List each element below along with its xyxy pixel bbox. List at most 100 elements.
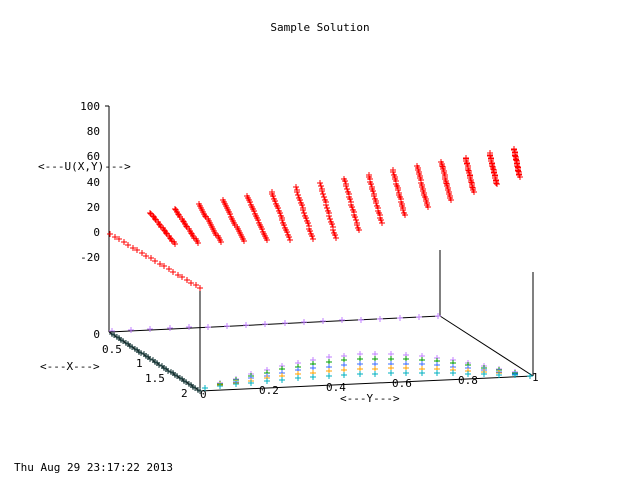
surface-point: [448, 197, 454, 203]
surface-point: [319, 188, 325, 194]
surface-point: [353, 217, 359, 223]
surface-point: [175, 272, 181, 278]
base-trace-point: [156, 362, 162, 368]
surface-point: [294, 189, 300, 195]
surface-point: [439, 163, 445, 169]
surface-point: [247, 199, 253, 205]
base-trace-point: [397, 315, 403, 321]
surface-point: [152, 258, 158, 264]
surface-point: [277, 210, 283, 216]
surface-point: [121, 239, 127, 245]
surface-point: [354, 222, 360, 228]
surface-point: [352, 214, 358, 220]
base-trace-point: [326, 373, 332, 379]
y-tick-label: 0: [200, 388, 207, 401]
base-trace-point: [224, 323, 230, 329]
base-trace-point: [147, 326, 153, 332]
base-trace-point: [416, 314, 422, 320]
y-tick-label: 0.6: [392, 377, 412, 390]
base-trace-point: [279, 377, 285, 383]
base-trace-point: [264, 378, 270, 384]
z-tick-label: 100: [80, 100, 100, 113]
surface-point: [166, 266, 172, 272]
surface-point: [287, 237, 293, 243]
surface-point: [170, 269, 176, 275]
surface-point: [307, 228, 313, 234]
surface-point: [395, 187, 401, 193]
surface-point: [143, 253, 149, 259]
base-trace-point: [465, 371, 471, 377]
base-trace-point: [496, 372, 502, 378]
base-trace-point: [262, 321, 268, 327]
surface-point: [195, 240, 201, 246]
surface-point: [301, 210, 307, 216]
surface-point: [112, 234, 118, 240]
surface-point: [134, 247, 140, 253]
floor-back-left: [108, 315, 441, 333]
base-trace-point: [167, 325, 173, 331]
base-trace-point: [341, 372, 347, 378]
surface-point: [125, 242, 131, 248]
surface-point: [425, 204, 431, 210]
surface-point: [264, 237, 270, 243]
surface-point: [371, 193, 377, 199]
x-tick-label: 0.5: [102, 343, 122, 356]
base-trace-point: [434, 370, 440, 376]
surface-point: [489, 163, 495, 169]
base-trace-point: [435, 313, 441, 319]
surface-point: [197, 285, 203, 291]
surface-point: [309, 233, 315, 239]
surface-point: [332, 232, 338, 238]
surface-point: [130, 245, 136, 251]
surface-point: [344, 186, 350, 192]
base-trace-point: [403, 370, 409, 376]
x-axis: 0.5 1 1.5 2 <---X--->: [40, 343, 188, 400]
z-axis-label: <---U(X,Y)--->: [38, 160, 131, 173]
surface-point: [139, 250, 145, 256]
base-trace-point: [186, 324, 192, 330]
surface-point: [255, 217, 261, 223]
surface-point: [147, 210, 153, 216]
surface-point: [342, 178, 348, 184]
base-trace-point: [320, 318, 326, 324]
base-trace-point: [197, 388, 203, 394]
surface-point: [179, 274, 185, 280]
base-trace-point: [481, 371, 487, 377]
surface-point: [284, 229, 290, 235]
base-trace-point: [128, 327, 134, 333]
surface-point: [310, 236, 316, 242]
axes-frame: [105, 105, 534, 392]
surface-point: [193, 282, 199, 288]
z-tick-label: 60: [87, 150, 100, 163]
surface-point: [227, 211, 233, 217]
x-tick-label: 1: [136, 357, 143, 370]
surface-point: [184, 277, 190, 283]
surface-point: [202, 213, 208, 219]
chart-title: Sample Solution: [270, 21, 369, 34]
surface-point: [373, 200, 379, 206]
surface-point: [116, 236, 122, 242]
surface-point: [343, 183, 349, 189]
surface-point: [188, 280, 194, 286]
z-base-tick-label: 0: [93, 328, 100, 341]
surface-point: [356, 227, 362, 233]
floor-front-right: [199, 375, 534, 392]
base-trace-point: [357, 371, 363, 377]
base-trace-point: [147, 356, 153, 362]
surface-point: [183, 223, 189, 229]
base-trace-point: [339, 317, 345, 323]
surface-point: [493, 180, 499, 186]
y-axis-label: <---Y--->: [340, 392, 400, 405]
surface-point: [368, 181, 374, 187]
surface-point: [330, 227, 336, 233]
surface-point: [379, 220, 385, 226]
surface-point: [378, 217, 384, 223]
base-trace-point: [205, 324, 211, 330]
surface-point: [327, 216, 333, 222]
base-trace-point: [377, 316, 383, 322]
base-trace-point: [527, 373, 533, 379]
z-tick-label: -20: [80, 251, 100, 264]
base-trace-point: [165, 368, 171, 374]
surface-point: [494, 181, 500, 187]
